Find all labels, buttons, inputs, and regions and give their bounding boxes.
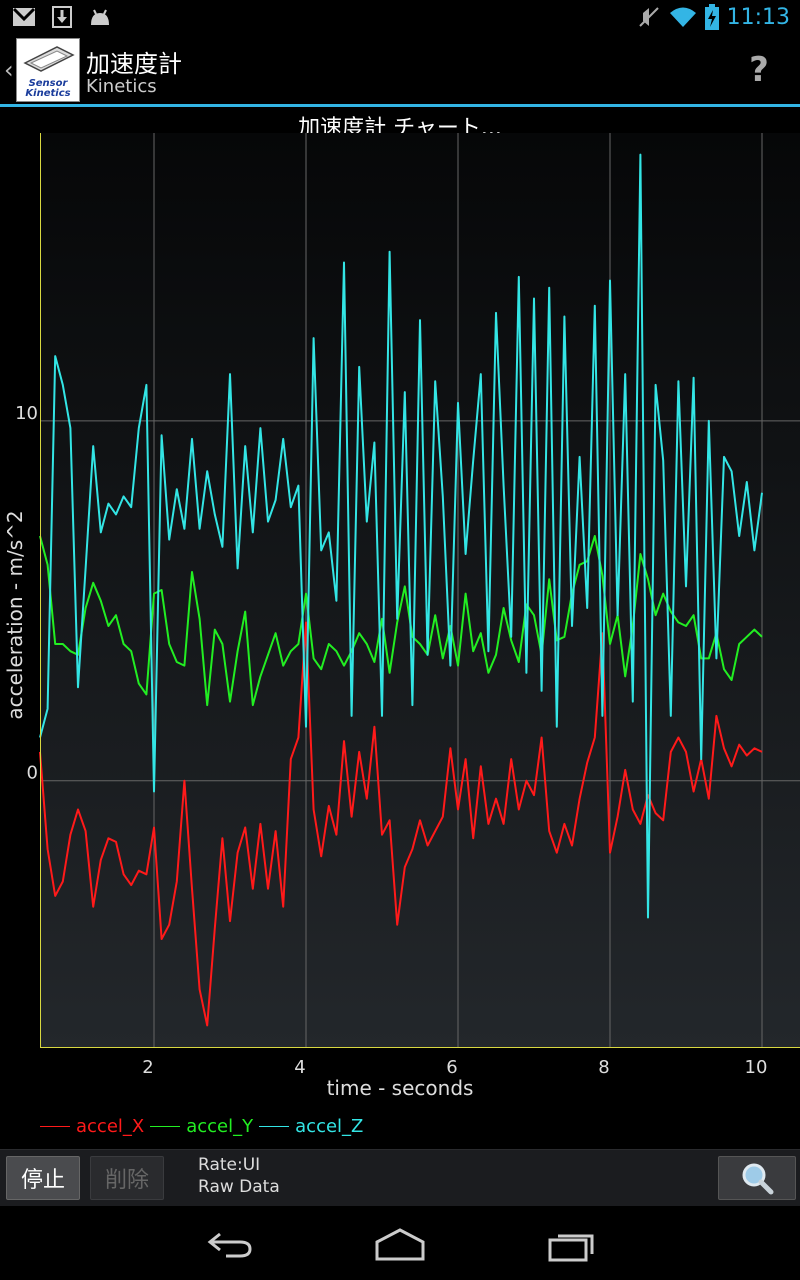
legend-label-y: accel_Y — [186, 1116, 254, 1137]
app-icon[interactable]: Sensor Kinetics — [16, 38, 80, 102]
rate-text: Rate:UI — [198, 1155, 261, 1175]
gmail-icon — [12, 7, 36, 26]
help-button[interactable]: ? — [749, 50, 769, 90]
chart-legend: accel_X accel_Y accel_Z — [40, 1116, 363, 1137]
zoom-button[interactable] — [718, 1156, 796, 1200]
legend-label-z: accel_Z — [295, 1116, 364, 1137]
tick-labels: 2 4 6 8 10 0 10 — [15, 403, 767, 1078]
app-icon-label: Sensor Kinetics — [25, 78, 71, 99]
sampling-info: Rate:UI Raw Data — [198, 1154, 280, 1198]
action-bar-divider — [0, 104, 800, 107]
battery-charging-icon — [704, 4, 719, 30]
recent-apps-icon[interactable] — [548, 1228, 596, 1262]
legend-swatch-x — [40, 1126, 70, 1127]
legend-swatch-y — [150, 1126, 181, 1127]
mute-icon — [638, 7, 659, 27]
series-line-accel-x — [39, 621, 763, 1027]
delete-button[interactable]: 削除 — [90, 1156, 164, 1200]
wifi-icon — [669, 7, 696, 27]
page-subtitle: Kinetics — [86, 76, 157, 97]
sensor-device-icon — [23, 46, 75, 72]
home-icon[interactable] — [374, 1228, 426, 1262]
series-line-accel-y — [39, 535, 763, 707]
zoom-search-icon — [742, 1163, 774, 1195]
legend-label-x: accel_X — [76, 1116, 145, 1137]
status-bar: 11:13 — [0, 0, 800, 34]
y-tick-label: 0 — [27, 763, 38, 784]
x-tick-label: 8 — [598, 1057, 609, 1078]
x-axis-label: time - seconds — [327, 1076, 474, 1100]
stop-button[interactable]: 停止 — [6, 1156, 80, 1200]
series-line-accel-z — [39, 153, 763, 919]
action-bar — [0, 34, 800, 104]
y-axis-label: acceleration - m/s^2 — [3, 510, 27, 719]
status-time: 11:13 — [726, 4, 790, 30]
page-title: 加速度計 — [86, 50, 182, 78]
acceleration-chart[interactable]: 2 4 6 8 10 0 10 time - seconds acceleration - … — [0, 130, 800, 1110]
up-caret-icon[interactable]: ‹ — [4, 56, 14, 84]
x-tick-label: 10 — [745, 1057, 768, 1078]
bottom-toolbar: 停止 削除 Rate:UI Raw Data — [0, 1149, 800, 1206]
download-icon — [52, 6, 72, 28]
back-icon[interactable] — [206, 1228, 254, 1260]
legend-swatch-z — [259, 1126, 290, 1127]
series-lines — [39, 153, 763, 1027]
y-tick-label: 10 — [15, 403, 38, 424]
android-debug-icon — [91, 9, 109, 25]
navigation-bar — [0, 1206, 800, 1280]
mode-text: Raw Data — [198, 1177, 280, 1197]
x-tick-label: 2 — [142, 1057, 153, 1078]
x-tick-label: 6 — [446, 1057, 457, 1078]
x-tick-label: 4 — [294, 1057, 305, 1078]
